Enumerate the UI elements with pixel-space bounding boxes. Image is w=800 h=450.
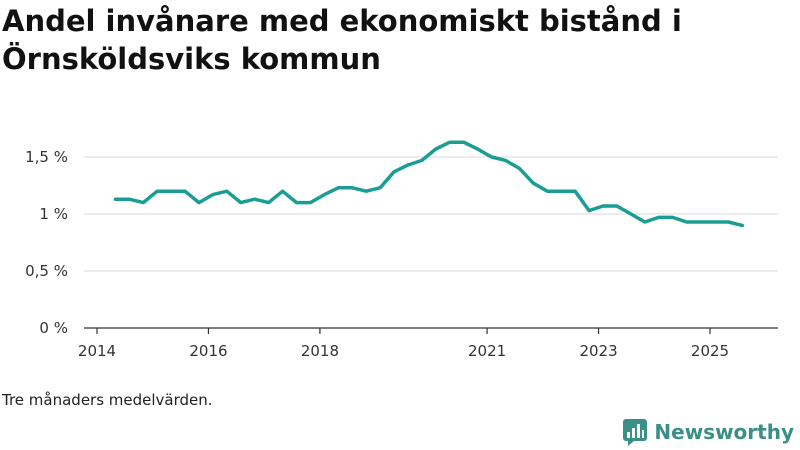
x-tick-label: 2016 [189,342,227,360]
x-axis-ticks: 2014 2016 2018 2021 2023 2025 [78,328,729,360]
y-tick-label: 0 % [39,319,68,337]
y-tick-label: 0,5 % [25,262,68,280]
brand-name: Newsworthy [654,420,794,444]
series-group [113,140,745,228]
y-tick-label: 1 % [39,205,68,223]
x-tick-label: 2025 [691,342,729,360]
chart-title: Andel invånare med ekonomiskt bistånd i … [2,4,682,76]
brand-logo[interactable]: Newsworthy [622,418,794,446]
x-tick-label: 2023 [579,342,617,360]
y-axis-ticks: 0 % 0,5 % 1 % 1,5 % [25,148,68,337]
x-tick-label: 2018 [301,342,339,360]
footnote: Tre månaders medelvärden. [2,391,213,409]
newsworthy-logo-icon [623,419,648,446]
y-tick-label: 1,5 % [25,148,68,166]
x-tick-label: 2014 [78,342,116,360]
gridlines [84,156,778,272]
line-chart: 0 % 0,5 % 1 % 1,5 % 2014 2016 2018 2021 2023 202… [25,140,778,360]
series-line [113,140,745,228]
x-tick-label: 2021 [468,342,506,360]
